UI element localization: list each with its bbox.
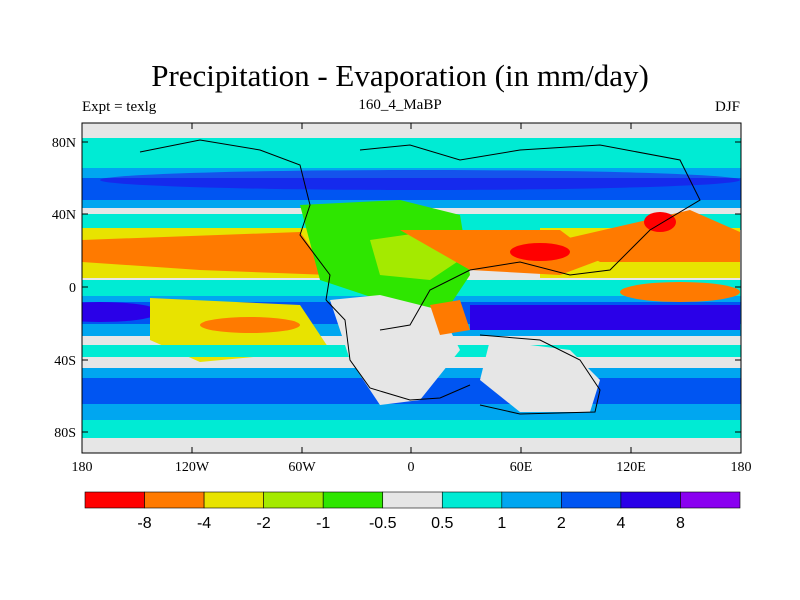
y-tick-label: 80S — [54, 426, 76, 441]
y-tick-label: 0 — [69, 281, 76, 296]
colorbar-label: 0.5 — [431, 515, 453, 532]
colorbar-label: -0.5 — [369, 515, 397, 532]
colorbar-label: -2 — [257, 515, 271, 532]
x-tick-label: 180 — [731, 460, 752, 475]
x-tick-label: 120W — [175, 460, 210, 475]
colorbar-label: 4 — [616, 515, 625, 532]
colorbar-label: -1 — [316, 515, 330, 532]
y-tick-label: 80N — [52, 136, 76, 151]
colorbar-swatch — [441, 491, 503, 509]
x-axis-ticks — [81, 123, 742, 453]
y-tick-label: 40S — [54, 354, 76, 369]
y-axis-ticks — [82, 141, 741, 433]
colorbar-swatch — [144, 491, 205, 509]
y-tick-label: 40N — [52, 208, 76, 223]
colorbar-label: -8 — [137, 515, 151, 532]
colorbar-swatch — [203, 491, 264, 509]
colorbar-swatch — [680, 491, 741, 509]
colorbar-label: -4 — [197, 515, 211, 532]
colorbar-swatch — [322, 491, 384, 509]
colorbar-label: 1 — [497, 515, 506, 532]
x-tick-label: 0 — [408, 460, 415, 475]
x-tick-label: 120E — [616, 460, 646, 475]
colorbar-swatch — [501, 491, 562, 509]
x-tick-label: 180 — [72, 460, 93, 475]
colorbar — [84, 491, 741, 509]
colorbar-swatch — [84, 491, 145, 509]
colorbar-swatch — [263, 491, 324, 509]
colorbar-labels: -8 -4 -2 -1 -0.5 0.5 1 2 4 8 — [137, 515, 685, 532]
colorbar-label: 8 — [676, 515, 685, 532]
figure-title: Precipitation - Evaporation (in mm/day) — [151, 58, 649, 93]
x-tick-label: 60E — [510, 460, 533, 475]
map-field — [82, 123, 741, 453]
x-tick-label: 60W — [288, 460, 316, 475]
colorbar-swatch — [620, 491, 681, 509]
colorbar-label: 2 — [557, 515, 566, 532]
colorbar-swatch — [561, 491, 622, 509]
experiment-label: Expt = texlg — [82, 99, 157, 115]
season-label: DJF — [714, 99, 740, 115]
colorbar-swatch — [382, 491, 443, 509]
period-label: 160_4_MaBP — [358, 97, 442, 113]
